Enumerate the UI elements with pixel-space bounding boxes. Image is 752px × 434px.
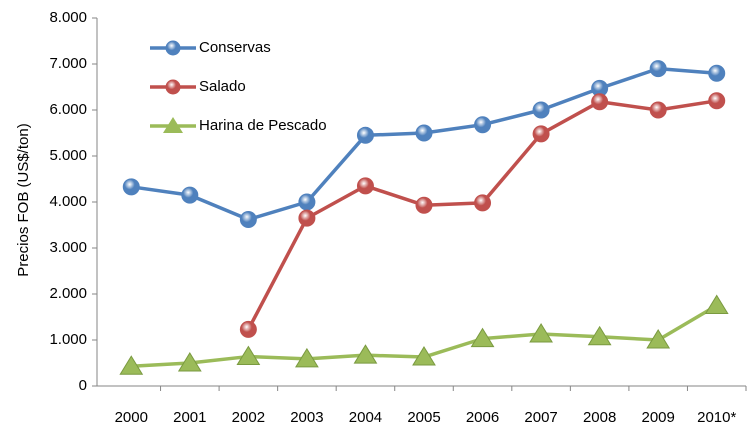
y-tick-label: 8.000 bbox=[49, 9, 87, 26]
point bbox=[412, 346, 436, 366]
point bbox=[356, 177, 374, 195]
point bbox=[119, 355, 144, 375]
x-tick-label: 2004 bbox=[349, 409, 382, 426]
point bbox=[470, 327, 495, 348]
legend-marker bbox=[165, 40, 181, 56]
point bbox=[649, 101, 667, 119]
point bbox=[708, 92, 726, 110]
point bbox=[591, 93, 609, 111]
point bbox=[646, 329, 671, 349]
y-tick-label: 1.000 bbox=[49, 331, 87, 348]
point bbox=[239, 320, 257, 338]
y-tick-label: 2.000 bbox=[49, 285, 87, 302]
point bbox=[532, 101, 550, 119]
x-tick-label: 2009 bbox=[641, 409, 674, 426]
point bbox=[529, 323, 553, 343]
y-axis-label: Precios FOB (US$/ton) bbox=[15, 123, 32, 276]
point bbox=[353, 344, 378, 364]
point bbox=[474, 116, 492, 134]
x-tick-label: 2007 bbox=[524, 409, 557, 426]
x-tick-label: 2001 bbox=[173, 409, 206, 426]
y-tick-label: 3.000 bbox=[49, 239, 87, 256]
point bbox=[298, 209, 316, 227]
legend-label: Harina de Pescado bbox=[199, 117, 327, 134]
y-tick-label: 7.000 bbox=[49, 55, 87, 72]
legend-marker bbox=[165, 79, 181, 95]
point bbox=[415, 124, 433, 142]
legend-marker bbox=[163, 117, 183, 133]
x-tick-label: 2002 bbox=[232, 409, 265, 426]
point bbox=[532, 125, 550, 143]
point bbox=[181, 186, 199, 204]
y-tick-label: 4.000 bbox=[49, 193, 87, 210]
legend-label: Salado bbox=[199, 78, 246, 95]
point bbox=[236, 345, 261, 366]
x-tick-label: 2003 bbox=[290, 409, 323, 426]
point bbox=[587, 325, 612, 346]
point bbox=[356, 126, 374, 144]
y-tick-label: 5.000 bbox=[49, 147, 87, 164]
x-tick-label: 2006 bbox=[466, 409, 499, 426]
point bbox=[474, 194, 492, 212]
point bbox=[708, 64, 726, 82]
y-tick-label: 0 bbox=[79, 377, 87, 394]
x-tick-label: 2010* bbox=[697, 409, 736, 426]
y-tick-label: 6.000 bbox=[49, 101, 87, 118]
point bbox=[177, 352, 202, 372]
x-tick-label: 2008 bbox=[583, 409, 616, 426]
point bbox=[239, 210, 257, 228]
series-line bbox=[246, 99, 717, 331]
point bbox=[415, 196, 433, 214]
legend-label: Conservas bbox=[199, 39, 271, 56]
point bbox=[649, 60, 667, 78]
point bbox=[298, 193, 316, 211]
point bbox=[295, 347, 319, 368]
x-tick-label: 2005 bbox=[407, 409, 440, 426]
x-tick-label: 2000 bbox=[115, 409, 148, 426]
point bbox=[704, 294, 729, 314]
point bbox=[122, 178, 140, 196]
